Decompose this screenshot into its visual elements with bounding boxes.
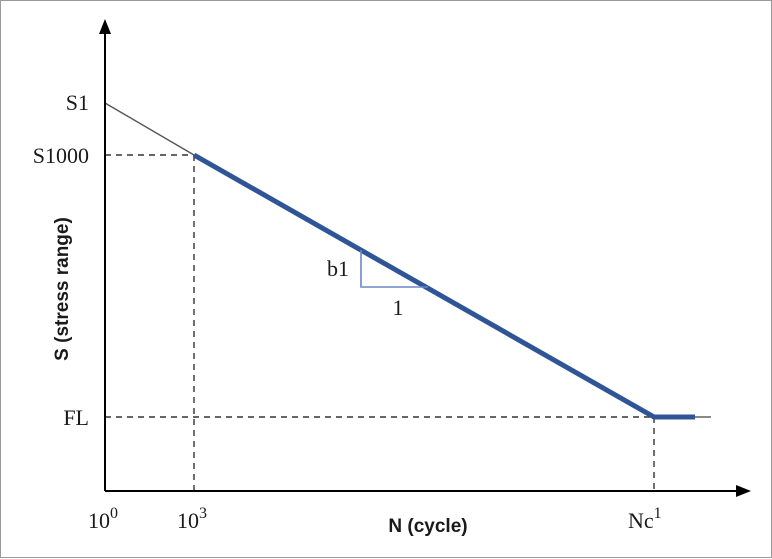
y-tick-fl: FL [63, 405, 89, 430]
x-axis-title: N (cycle) [388, 516, 467, 537]
y-axis-arrow [99, 19, 111, 34]
x-tick-10-0: 100 [88, 505, 118, 533]
x-tick-nc1: Nc1 [628, 505, 662, 533]
y-axis-title: S (stress range) [52, 217, 73, 361]
slope-run-label: 1 [393, 295, 404, 320]
y-tick-s1000: S1000 [33, 143, 89, 168]
x-axis-arrow [736, 485, 751, 497]
slope-rise-label: b1 [327, 256, 349, 281]
x-tick-10-3: 103 [177, 505, 207, 533]
slope-triangle [360, 250, 428, 288]
sn-curve-line [192, 152, 695, 420]
extrapolated-segment [104, 102, 195, 156]
y-tick-s1: S1 [66, 90, 89, 115]
